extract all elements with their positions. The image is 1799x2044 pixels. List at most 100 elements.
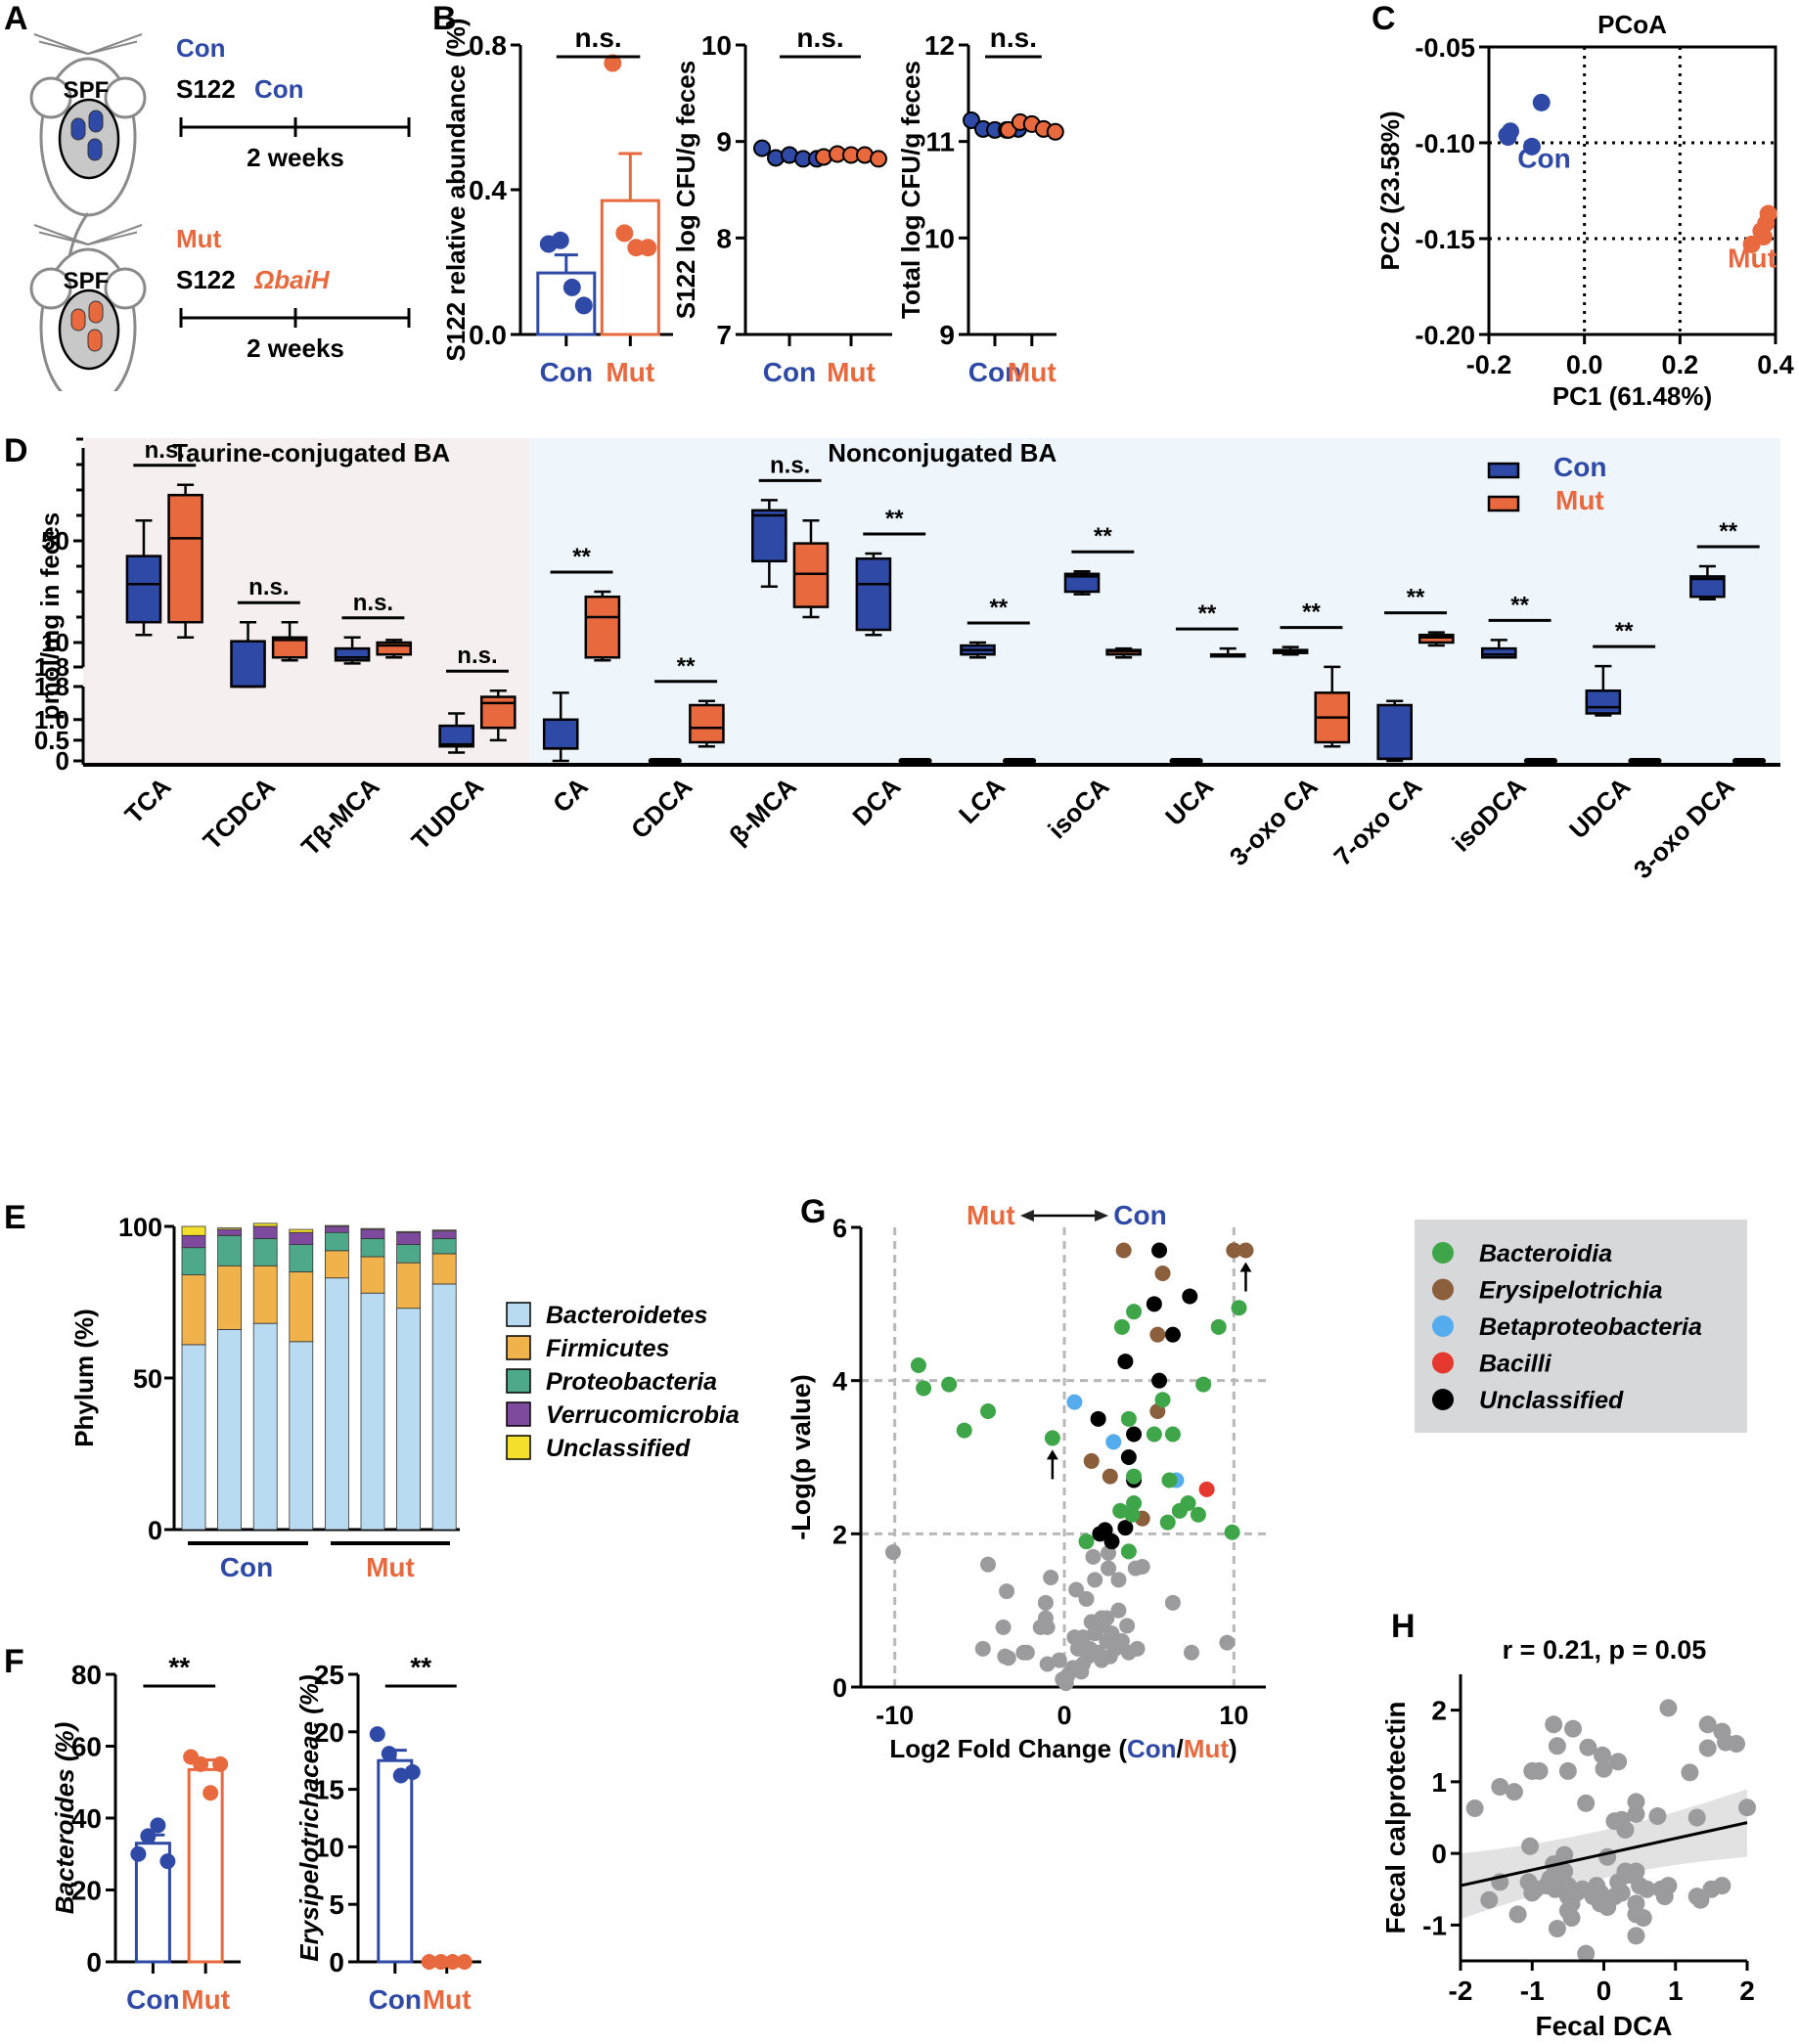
volcano-point-not-significant — [1069, 1640, 1086, 1657]
volcano-point-not-significant — [995, 1619, 1012, 1635]
volcano-point-erysipelotrichia — [1226, 1242, 1242, 1259]
volcano-point-bacteroidia — [1159, 1514, 1176, 1531]
correlation-point — [1465, 1799, 1484, 1817]
panel-label-f: F — [4, 1643, 24, 1680]
data-point — [639, 239, 657, 257]
group-name: Con — [176, 33, 226, 63]
stacked-segment-firmicutes — [360, 1256, 385, 1294]
correlation-point — [1505, 1783, 1523, 1801]
legend-swatch — [506, 1302, 531, 1327]
mouse-label: SPF — [64, 77, 110, 104]
legend-box — [1415, 1220, 1747, 1433]
stacked-segment-unclassified — [289, 1228, 314, 1233]
y-axis-label: Bacteroides (%) — [50, 1722, 79, 1915]
data-point — [753, 139, 771, 157]
volcano-point-bacteroidia — [1120, 1543, 1137, 1560]
correlation-point — [1627, 1804, 1645, 1823]
correlation-point — [1548, 1920, 1566, 1938]
y-tick-label: 10 — [314, 1832, 344, 1862]
significance-label: n.s. — [990, 22, 1037, 53]
panel-a-schematic: A SPF Con S122 Con 2 weeks SPF Mut S122 ΩbaiH 2 w… — [4, 0, 411, 391]
correlation-point — [1491, 1778, 1509, 1797]
panel-label-e: E — [4, 1199, 26, 1236]
volcano-point-betaproteobacteria — [1105, 1434, 1122, 1450]
group-name: Mut — [176, 224, 222, 253]
data-point — [421, 1954, 437, 1970]
x-tick-label-con: Con — [968, 357, 1021, 387]
data-point — [444, 1954, 461, 1970]
panel-label-h: H — [1391, 1608, 1416, 1645]
y-tick-label: 50 — [133, 1364, 162, 1394]
mouse-ear — [104, 76, 147, 119]
correlation-point — [1698, 1715, 1717, 1734]
x-tick-label-mut: Mut — [1008, 357, 1057, 387]
zero-marker — [1523, 758, 1557, 764]
stacked-segment-bacteroidetes — [360, 1292, 385, 1531]
gut-ellipse — [58, 289, 120, 371]
significance-label: ** — [1094, 523, 1112, 550]
data-point — [456, 1954, 472, 1970]
box-con — [1585, 689, 1622, 715]
legend-label-con: Con — [1553, 452, 1606, 482]
correlation-point — [1638, 1880, 1656, 1898]
legend-label: Erysipelotrichia — [1479, 1277, 1663, 1305]
correlation-point — [1713, 1877, 1732, 1895]
y-axis-label: Phylum (%) — [69, 1309, 99, 1447]
box-con — [855, 556, 892, 632]
stacked-segment-unclassified — [360, 1227, 385, 1230]
x-tick-label: DCA — [846, 772, 906, 831]
box-mut — [167, 493, 203, 624]
legend-swatch-mut — [1487, 495, 1520, 512]
y-tick-label: 1.0 — [34, 705, 69, 734]
correlation-point — [1738, 1799, 1756, 1817]
strain-variant: ΩbaiH — [253, 265, 331, 294]
x-tick-label: 0 — [1057, 1701, 1071, 1730]
stacked-segment-proteobacteria — [252, 1238, 278, 1266]
mouse-icon — [29, 224, 147, 391]
volcano-point-erysipelotrichia — [1083, 1452, 1100, 1469]
data-point — [392, 1767, 409, 1784]
significance-label: ** — [1198, 600, 1217, 627]
data-point — [604, 54, 622, 72]
legend-dot — [1432, 1352, 1454, 1374]
legend-dot — [1432, 1315, 1454, 1337]
y-tick-label: 5 — [329, 1889, 344, 1920]
volcano-point-bacteroidia — [1078, 1533, 1095, 1550]
stacked-segment-firmicutes — [431, 1253, 457, 1285]
timeline-duration: 2 weeks — [247, 143, 344, 172]
y-tick-label: 20 — [71, 1876, 102, 1906]
volcano-point-not-significant — [1184, 1644, 1199, 1661]
volcano-point-bacteroidia — [1044, 1430, 1060, 1446]
panel-label-a: A — [4, 0, 28, 37]
mouse-label: SPF — [64, 268, 110, 294]
volcano-point-unclassified — [1103, 1533, 1120, 1550]
y-tick-label: 4 — [832, 1367, 847, 1397]
panel-label-c: C — [1372, 0, 1396, 37]
y-tick-label: 11 — [925, 127, 955, 157]
stacked-segment-verrucomicrobia — [324, 1225, 349, 1233]
section-title-taurine: Taurine-conjugated BA — [172, 438, 450, 467]
volcano-point-bacteroidia — [1154, 1392, 1171, 1408]
significance-label: ** — [989, 595, 1008, 621]
x-axis-label: Log2 Fold Change (Con/Mut) — [889, 1734, 1237, 1763]
x-tick-label: 2 — [1739, 1976, 1755, 2006]
y-axis-label: S122 relative abundance (%) — [441, 18, 471, 361]
x-tick-label: 0.2 — [1662, 350, 1699, 379]
strain-label: S122 — [176, 74, 236, 104]
y-tick-label: 0.4 — [469, 175, 507, 205]
panel-e-phylum: E 0 50 100 Phylum (%) Con Mut Bacteroidetes Fir… — [4, 1199, 740, 1582]
data-point — [551, 231, 569, 249]
y-tick-label: 0 — [86, 1947, 102, 1977]
correlation-point — [1681, 1763, 1699, 1782]
legend-swatch — [506, 1368, 531, 1394]
x-tick-label: β-MCA — [723, 772, 802, 851]
zero-marker — [1169, 758, 1203, 764]
box-mut — [479, 695, 517, 730]
legend-label: Betaproteobacteria — [1479, 1313, 1702, 1341]
bacteria-cell — [88, 300, 104, 324]
y-tick-label: 0 — [56, 746, 69, 776]
y-tick-label: 0.8 — [469, 30, 507, 61]
volcano-point-bacteroidia — [1195, 1376, 1212, 1393]
legend-label: Unclassified — [1479, 1387, 1624, 1414]
